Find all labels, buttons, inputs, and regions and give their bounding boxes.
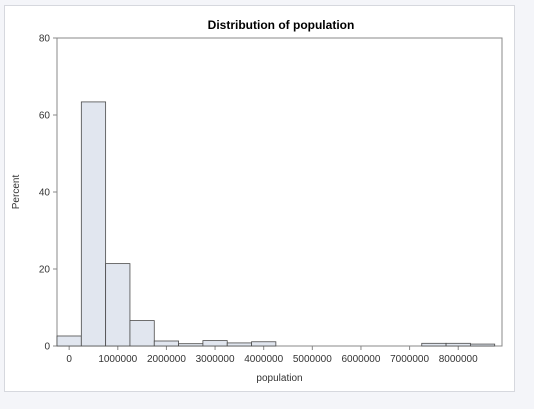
x-tick-label: 0 bbox=[66, 354, 72, 365]
histogram-bar bbox=[129, 320, 155, 347]
histogram-chart: Distribution of population 0 20 40 60 80 0 10… bbox=[11, 18, 503, 384]
y-tick-label: 0 bbox=[44, 342, 50, 353]
histogram-bar bbox=[445, 342, 471, 347]
histogram-bar bbox=[469, 343, 496, 347]
x-tick-label: 5000000 bbox=[293, 354, 332, 365]
x-tick-label: 2000000 bbox=[147, 354, 186, 365]
histogram-bars bbox=[56, 101, 496, 347]
histogram-bar bbox=[105, 263, 131, 347]
x-axis: 0 1000000 2000000 3000000 4000000 5000000 6000… bbox=[66, 346, 478, 365]
y-tick-label: 60 bbox=[39, 111, 51, 122]
x-tick-label: 7000000 bbox=[390, 354, 429, 365]
y-tick-label: 20 bbox=[39, 265, 51, 276]
x-tick-label: 8000000 bbox=[439, 354, 478, 365]
chart-title: Distribution of population bbox=[208, 18, 355, 32]
chart-frame: Distribution of population 0 20 40 60 80 0 10… bbox=[4, 5, 515, 392]
y-axis-title: Percent bbox=[11, 175, 22, 210]
x-tick-label: 4000000 bbox=[244, 354, 283, 365]
histogram-bar bbox=[226, 342, 252, 347]
histogram-bar bbox=[80, 101, 107, 347]
histogram-bar bbox=[421, 342, 447, 347]
x-tick-label: 6000000 bbox=[341, 354, 380, 365]
histogram-bar bbox=[202, 340, 228, 347]
histogram-bar bbox=[178, 343, 204, 347]
y-axis: 0 20 40 60 80 bbox=[39, 34, 57, 353]
y-tick-label: 40 bbox=[39, 188, 51, 199]
x-axis-title: population bbox=[256, 373, 302, 384]
y-tick-label: 80 bbox=[39, 34, 51, 45]
histogram-bar bbox=[153, 340, 179, 347]
x-tick-label: 3000000 bbox=[196, 354, 235, 365]
x-tick-label: 1000000 bbox=[98, 354, 137, 365]
histogram-bar bbox=[251, 341, 277, 347]
histogram-bar bbox=[56, 335, 82, 347]
